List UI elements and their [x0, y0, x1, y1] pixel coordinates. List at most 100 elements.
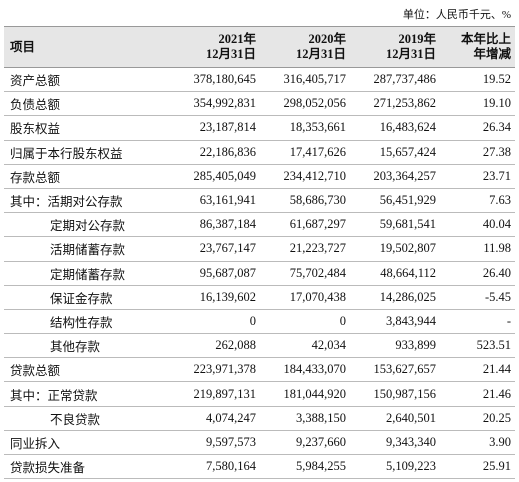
- cell: 223,971,378: [164, 357, 260, 383]
- row-label: 保证金存款: [4, 285, 164, 310]
- cell: 18,353,661: [260, 115, 350, 141]
- row-label: 不良贷款: [4, 406, 164, 431]
- cell: 63,161,941: [164, 188, 260, 214]
- data-table: 项目 2021年 12月31日 2020年 12月31日 2019年 12月31日 本年…: [4, 26, 515, 480]
- cell: 933,899: [350, 333, 440, 359]
- table-row: 贷款总额 223,971,378 184,433,070 153,627,657 21.…: [4, 357, 515, 383]
- cell: 219,897,131: [164, 381, 260, 407]
- cell: 5,109,223: [350, 454, 440, 480]
- cell: 75,702,484: [260, 261, 350, 286]
- cell: 9,237,660: [260, 430, 350, 456]
- cell: 48,664,112: [350, 261, 440, 286]
- cell: 61,687,297: [260, 212, 350, 238]
- row-label: 股东权益: [4, 115, 164, 141]
- cell: 26.40: [440, 261, 515, 286]
- row-label: 活期储蓄存款: [4, 236, 164, 262]
- cell: 2,640,501: [350, 406, 440, 431]
- cell: 7.63: [440, 188, 515, 214]
- table-row: 结构性存款 0 0 3,843,944-: [4, 309, 515, 335]
- cell: 181,044,920: [260, 381, 350, 407]
- table-row: 归属于本行股东权益 22,186,836 17,417,626 15,657,424 2…: [4, 140, 515, 165]
- column-header: 本年比上 年增减: [440, 26, 515, 68]
- cell: -5.45: [440, 285, 515, 310]
- table-row: 活期储蓄存款 23,767,147 21,223,727 19,502,807 11.9…: [4, 236, 515, 262]
- cell: 203,364,257: [350, 164, 440, 189]
- cell: 3,388,150: [260, 406, 350, 431]
- cell: 40.04: [440, 212, 515, 238]
- row-label: 贷款损失准备: [4, 454, 164, 480]
- cell: 14,286,025: [350, 285, 440, 310]
- table-row: 保证金存款 16,139,602 17,070,438 14,286,025 -5.45: [4, 285, 515, 310]
- cell: 58,686,730: [260, 188, 350, 214]
- row-label: 存款总额: [4, 164, 164, 189]
- table-row: 定期储蓄存款 95,687,087 75,702,484 48,664,112 26.4…: [4, 261, 515, 286]
- row-label: 其他存款: [4, 333, 164, 359]
- table-row: 其他存款 262,088 42,034 933,899 523.51: [4, 333, 515, 359]
- table-row: 其中：正常贷款 219,897,131 181,044,920 150,987,156…: [4, 381, 515, 407]
- cell: 11.98: [440, 236, 515, 262]
- table-row: 其中：活期对公存款 63,161,941 58,686,730 56,451,929 7…: [4, 188, 515, 214]
- table-header: 项目 2021年 12月31日 2020年 12月31日 2019年 12月31日 本年…: [4, 26, 515, 68]
- cell: 19.10: [440, 91, 515, 117]
- cell: 354,992,831: [164, 91, 260, 117]
- cell: 23,767,147: [164, 236, 260, 262]
- cell: 56,451,929: [350, 188, 440, 214]
- cell: 95,687,087: [164, 261, 260, 286]
- unit-note: 单位：人民币千元、%: [402, 9, 511, 21]
- cell: 9,343,340: [350, 430, 440, 456]
- cell: 7,580,164: [164, 454, 260, 480]
- cell: 298,052,056: [260, 91, 350, 117]
- cell: 42,034: [260, 333, 350, 359]
- cell: 184,433,070: [260, 357, 350, 383]
- cell: 150,987,156: [350, 381, 440, 407]
- row-label: 其中：活期对公存款: [4, 188, 164, 214]
- cell: 523.51: [440, 333, 515, 359]
- cell: 287,737,486: [350, 67, 440, 93]
- cell: 5,984,255: [260, 454, 350, 480]
- cell: 0: [164, 309, 260, 335]
- table-body: 资产总额 378,180,645 316,405,717 287,737,486 19.…: [4, 67, 515, 480]
- row-label: 结构性存款: [4, 309, 164, 335]
- cell: 21.44: [440, 357, 515, 383]
- cell: 19,502,807: [350, 236, 440, 262]
- column-header: 2019年 12月31日: [350, 26, 440, 68]
- row-label: 定期对公存款: [4, 212, 164, 238]
- row-label: 负债总额: [4, 91, 164, 117]
- row-label: 归属于本行股东权益: [4, 140, 164, 165]
- cell: 15,657,424: [350, 140, 440, 165]
- cell: -: [440, 309, 515, 335]
- cell: 20.25: [440, 406, 515, 431]
- row-label: 贷款总额: [4, 357, 164, 383]
- cell: 3,843,944: [350, 309, 440, 335]
- table-row: 负债总额 354,992,831 298,052,056 271,253,862 19.…: [4, 91, 515, 117]
- cell: 23.71: [440, 164, 515, 189]
- table-row: 同业拆入 9,597,573 9,237,660 9,343,340 3.90: [4, 430, 515, 456]
- row-label: 定期储蓄存款: [4, 261, 164, 286]
- row-label: 其中：正常贷款: [4, 381, 164, 407]
- row-label: 资产总额: [4, 67, 164, 93]
- cell: 26.34: [440, 115, 515, 141]
- cell: 25.91: [440, 454, 515, 480]
- row-label: 同业拆入: [4, 430, 164, 456]
- cell: 22,186,836: [164, 140, 260, 165]
- cell: 316,405,717: [260, 67, 350, 93]
- column-header: 2020年 12月31日: [260, 26, 350, 68]
- table-row: 资产总额 378,180,645 316,405,717 287,737,486 19.…: [4, 67, 515, 93]
- cell: 9,597,573: [164, 430, 260, 456]
- table-row: 定期对公存款 86,387,184 61,687,297 59,681,541 40.0…: [4, 212, 515, 238]
- cell: 16,139,602: [164, 285, 260, 310]
- cell: 27.38: [440, 140, 515, 165]
- cell: 21,223,727: [260, 236, 350, 262]
- cell: 17,070,438: [260, 285, 350, 310]
- table-row: 贷款损失准备 7,580,164 5,984,255 5,109,223 25.91: [4, 454, 515, 480]
- cell: 16,483,624: [350, 115, 440, 141]
- cell: 59,681,541: [350, 212, 440, 238]
- column-header: 2021年 12月31日: [164, 26, 260, 68]
- cell: 271,253,862: [350, 91, 440, 117]
- cell: 86,387,184: [164, 212, 260, 238]
- header-row: 项目 2021年 12月31日 2020年 12月31日 2019年 12月31日 本年…: [4, 26, 515, 68]
- table-row: 股东权益 23,187,814 18,353,661 16,483,624 26.34: [4, 115, 515, 141]
- cell: 17,417,626: [260, 140, 350, 165]
- cell: 19.52: [440, 67, 515, 93]
